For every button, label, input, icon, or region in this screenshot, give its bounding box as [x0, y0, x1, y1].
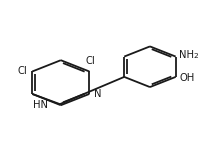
Text: OH: OH — [180, 73, 195, 83]
Text: Cl: Cl — [86, 56, 95, 66]
Text: Cl: Cl — [18, 66, 28, 77]
Text: 2: 2 — [193, 53, 198, 59]
Text: N: N — [94, 89, 101, 99]
Text: NH: NH — [180, 50, 195, 60]
Text: HN: HN — [33, 100, 48, 110]
